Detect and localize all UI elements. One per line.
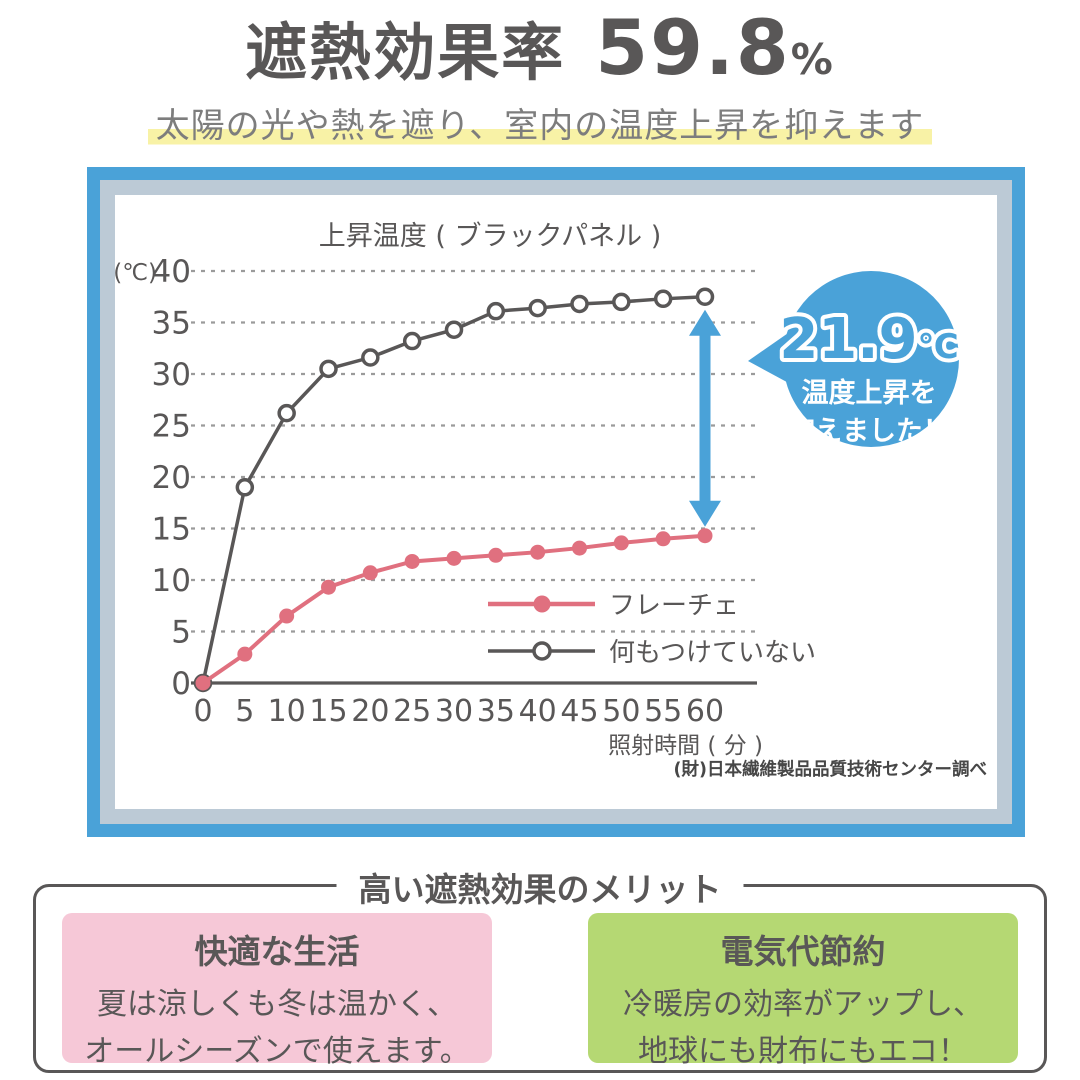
data-point-filled [572,540,587,556]
data-point-filled [613,535,629,551]
bubble-value: 21.9℃ [779,307,958,372]
chart-panel-inner-border: 上昇温度 ( ブラックパネル ) 0 5 10 15 20 25 30 35 40 (℃) 0 5 10 1… [100,180,1012,824]
bubble-text-line: 抑えました！ [788,416,950,447]
data-point-open [235,478,255,497]
data-point-filled [404,553,420,569]
x-axis-label: 照射時間 ( 分 ) [608,733,763,759]
x-tick-label: 10 [268,694,306,729]
x-tick-label: 40 [519,694,557,729]
x-tick-label: 15 [309,694,347,729]
legend-label: 何もつけていない [609,638,816,668]
data-point-filled [530,544,546,560]
bubble-text-line: 温度上昇を [802,377,937,409]
y-tick-label: 35 [152,306,191,342]
data-point-open [361,348,380,367]
title-value: 59.8 [595,3,791,92]
x-tick-label: 50 [602,694,640,729]
data-point-filled [655,531,671,547]
source-credit: (財)日本繊維製品品質技術センター調べ [674,759,988,780]
subtitle-highlight: 太陽の光や熱を遮り、室内の温度上昇を抑えます [147,106,933,146]
speech-bubble [783,271,959,447]
x-tick-label: 20 [351,694,389,729]
x-tick-label: 30 [435,694,473,729]
legend-marker-filled [533,595,551,613]
y-tick-label: 25 [152,409,191,445]
merit-card-0-line-1: オールシーズンで使えます。 [84,1034,470,1069]
data-point-filled [321,579,336,595]
data-point-open [444,320,464,339]
y-tick-label: 5 [171,615,191,651]
y-tick-label: 20 [152,460,191,496]
page-subtitle: 太陽の光や熱を遮り、室内の温度上昇を抑えます [0,98,1080,147]
data-point-filled [446,550,462,566]
x-tick-label: 25 [393,694,431,729]
merit-card-0-title: 快適な生活 [194,932,360,971]
x-tick-label: 0 [193,694,212,729]
data-point-filled [195,675,211,691]
y-tick-label: 10 [152,563,191,599]
difference-arrow [689,309,721,527]
legend-marker-open [532,641,552,661]
y-tick-label: 0 [171,666,191,702]
merit-card-1-title: 電気代節約 [720,932,886,971]
x-tick-label: 55 [644,694,682,729]
merit-card-1-line-0: 冷暖房の効率がアップし、 [623,987,983,1022]
legend-label: フレーチェ [609,591,739,621]
merit-card-1-line-1: 地球にも財布にもエコ！ [638,1034,968,1069]
data-point-open [277,403,296,423]
header: 遮熱効果率 59.8% 太陽の光や熱を遮り、室内の温度上昇を抑えます [0,0,1080,147]
chart-area: 上昇温度 ( ブラックパネル ) 0 5 10 15 20 25 30 35 40 (℃) 0 5 10 1… [115,195,997,809]
data-point-open [695,287,715,306]
x-tick-label: 35 [477,694,515,729]
data-point-open [486,301,506,321]
data-point-filled [237,646,253,662]
merits-title: 高い遮熱効果のメリット [336,863,744,911]
data-point-filled [362,565,378,581]
y-tick-label: 40 [152,254,191,290]
data-point-filled [488,547,504,563]
data-point-filled [697,528,713,544]
title-label: 遮熱効果率 [245,16,566,89]
data-point-open [612,292,631,312]
data-point-open [653,289,673,309]
merits-section: 高い遮熱効果のメリット 快適な生活 夏は涼しくも冬は温かく、 オールシーズンで使… [33,863,1047,1073]
x-tick-label: 60 [686,694,724,729]
data-point-open [528,298,547,318]
y-axis-unit: (℃) [115,260,157,286]
page-title: 遮熱効果率 59.8% [0,10,1080,86]
data-point-filled [279,608,295,624]
x-tick-label: 45 [560,694,598,729]
x-tick-label: 5 [235,694,254,729]
title-unit: % [790,35,835,84]
data-point-open [570,294,589,314]
data-point-open [402,331,422,351]
chart-title: 上昇温度 ( ブラックパネル ) [319,221,661,252]
y-tick-label: 15 [152,512,191,548]
chart-panel: 上昇温度 ( ブラックパネル ) 0 5 10 15 20 25 30 35 40 (℃) 0 5 10 1… [87,167,1025,837]
data-point-open [319,359,338,379]
merit-cards: 快適な生活 夏は涼しくも冬は温かく、 オールシーズンで使えます。 電気代節約 冷… [36,887,1044,1069]
merit-card-0-line-0: 夏は涼しくも冬は温かく、 [97,987,457,1022]
y-tick-label: 30 [152,357,191,393]
merit-card-0: 快適な生活 夏は涼しくも冬は温かく、 オールシーズンで使えます。 [62,913,492,1069]
merit-card-1: 電気代節約 冷暖房の効率がアップし、 地球にも財布にもエコ！ [588,913,1018,1069]
